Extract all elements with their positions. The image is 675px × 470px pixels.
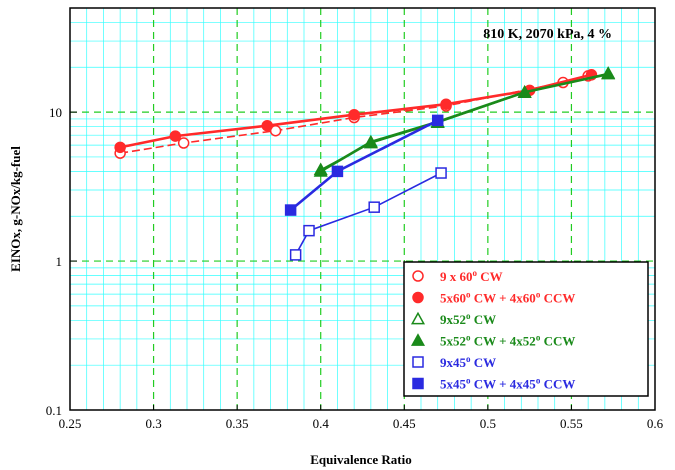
legend-marker [412, 291, 424, 304]
series-6 [284, 114, 444, 216]
legend: 9 x 60o CW 5x60o CW + 4x60o CCW 9x52o CW 5x… [403, 261, 649, 397]
legend-marker [412, 270, 424, 282]
data-point [313, 164, 328, 177]
series-group [114, 66, 616, 261]
data-point [331, 165, 344, 178]
y-tick-label: 10 [49, 105, 62, 120]
data-point [169, 130, 182, 142]
data-point [517, 84, 532, 98]
data-point [440, 98, 452, 110]
data-point [368, 201, 380, 213]
legend-label: 5x45o CW + 4x45o CCW [440, 376, 575, 392]
x-tick-label: 0.6 [647, 416, 664, 431]
y-axis-title: EINOx, g-NOx/kg-fuel [8, 146, 23, 272]
y-tick-label: 1 [56, 254, 63, 269]
condition-annotation: 810 K, 2070 kPa, 4 % [483, 27, 612, 42]
legend-box [403, 261, 649, 397]
data-point [601, 66, 616, 80]
legend-marker [412, 377, 424, 390]
data-point [177, 137, 190, 149]
data-point [289, 249, 302, 261]
legend-label: 5x52o CW + 4x52o CCW [440, 333, 575, 349]
data-point [431, 114, 444, 127]
legend-marker [412, 356, 424, 368]
data-point [435, 167, 447, 179]
x-axis-title: Equivalence Ratio [310, 452, 411, 467]
x-tick-label: 0.35 [226, 416, 249, 431]
data-point [284, 204, 297, 216]
x-tick-label: 0.55 [560, 416, 583, 431]
data-point [114, 141, 126, 154]
series-5 [289, 167, 447, 261]
series-line [294, 172, 442, 256]
legend-marker [410, 311, 426, 325]
x-tick-label: 0.4 [313, 416, 330, 431]
x-tick-label: 0.3 [145, 416, 161, 431]
legend-label: 9 x 60o CW [440, 268, 503, 284]
legend-label: 9x45o CW [440, 354, 496, 370]
plot-frame [69, 7, 656, 411]
x-tick-label: 0.45 [393, 416, 416, 431]
data-point [261, 119, 273, 132]
legend-marker [410, 333, 426, 346]
x-tick-label: 0.25 [59, 416, 82, 431]
legend-label: 9x52o CW [440, 311, 496, 327]
ticks: 0.25 0.3 0.35 0.4 0.45 0.5 0.55 0.6 0.1 1 10 [46, 105, 664, 431]
data-point [348, 108, 360, 121]
x-tick-label: 0.5 [480, 416, 496, 431]
data-point [363, 134, 378, 148]
axis-labels: Equivalence Ratio EINOx, g-NOx/kg-fuel [8, 146, 412, 467]
data-point [303, 224, 315, 237]
legend-label: 5x60o CW + 4x60o CCW [440, 290, 575, 306]
y-tick-label: 0.1 [46, 403, 62, 418]
